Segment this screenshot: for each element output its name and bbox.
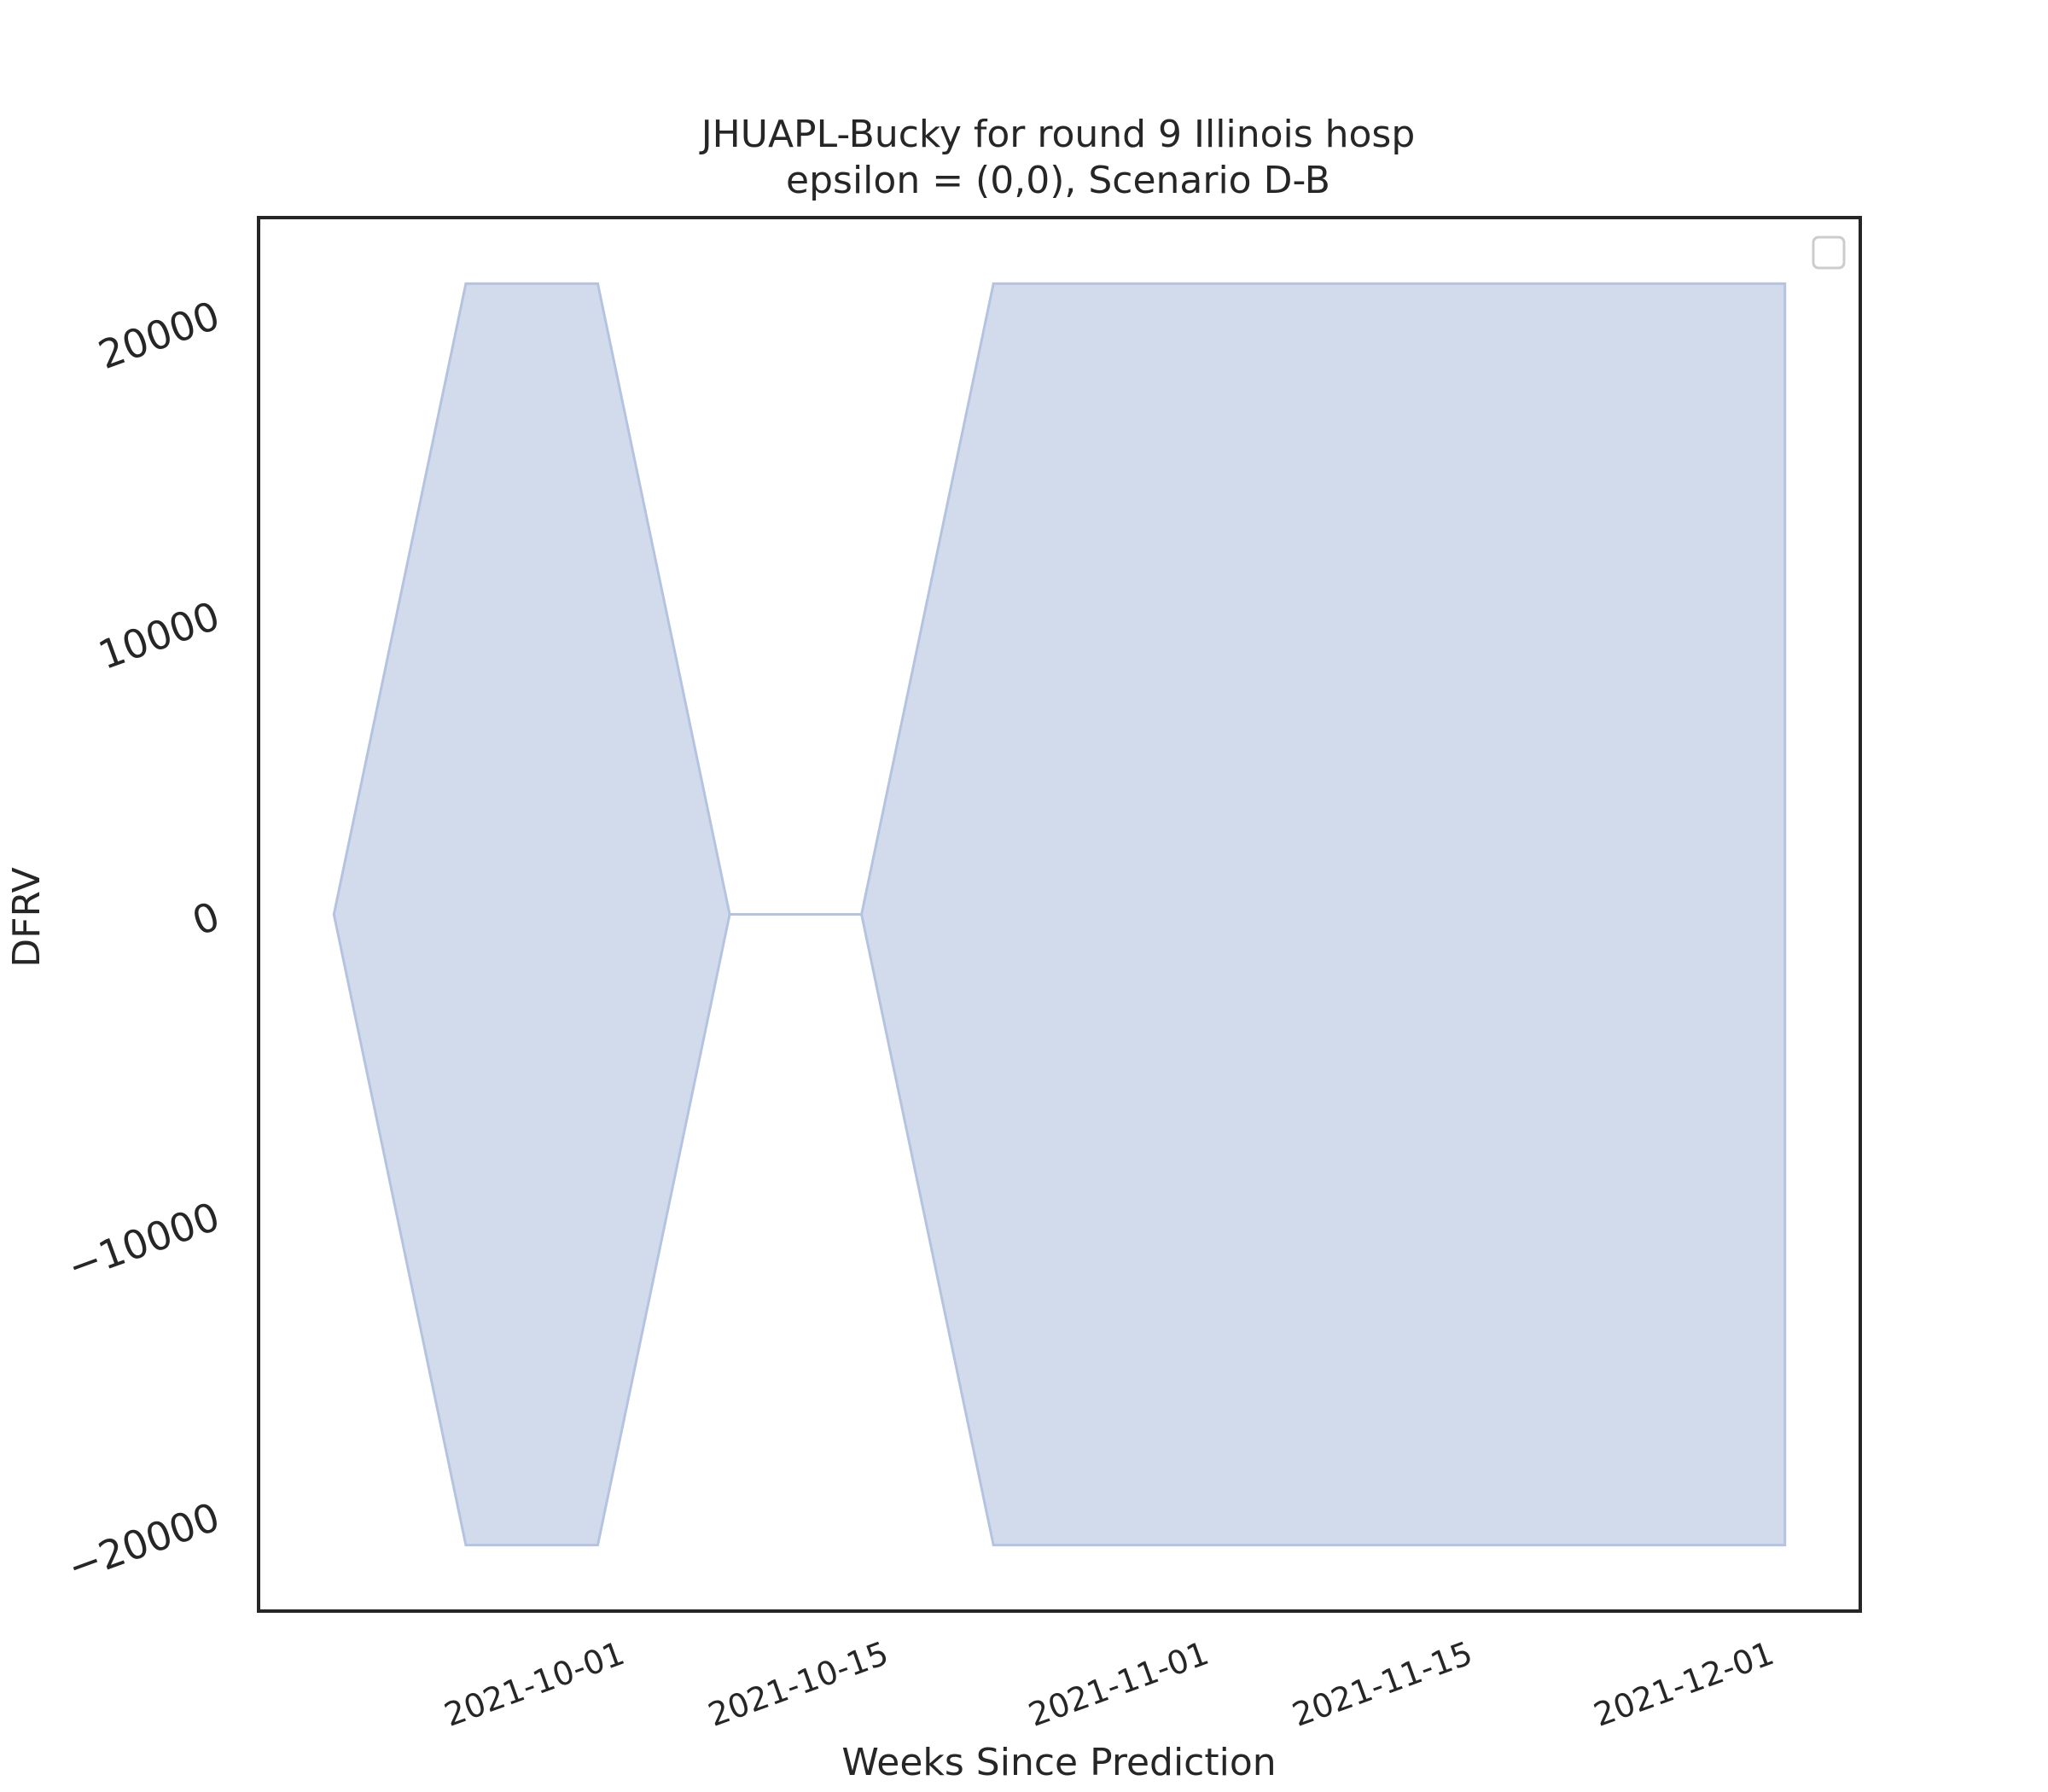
chart-title-line-2: epsilon = (0,0), Scenario D-B [786,159,1330,202]
y-tick-label: 10000 [92,592,225,678]
y-axis-label: DFRV [5,867,49,967]
y-axis-ticks: −20000 −10000 0 10000 20000 [61,292,225,1591]
x-tick-label: 2021-10-15 [703,1634,893,1734]
x-tick-label: 2021-12-01 [1589,1634,1779,1734]
plot-area [332,282,1787,1547]
chart-title-line-1: JHUAPL-Bucky for round 9 Illinois hosp [699,113,1416,156]
y-tick-label: −10000 [61,1193,225,1290]
x-tick-label: 2021-11-15 [1288,1634,1478,1734]
legend-box [1812,236,1846,270]
plot-frame [257,216,1862,1613]
uncertainty-band [332,282,1787,1547]
x-tick-label: 2021-11-01 [1024,1634,1214,1734]
x-axis-label: Weeks Since Prediction [841,1741,1276,1784]
y-tick-label: 0 [186,893,225,945]
x-axis-ticks: 2021-10-01 2021-10-15 2021-11-01 2021-11-15… [439,1634,1779,1734]
y-tick-label: 20000 [92,292,225,378]
x-tick-label: 2021-10-01 [439,1634,630,1734]
y-tick-label: −20000 [61,1493,225,1591]
